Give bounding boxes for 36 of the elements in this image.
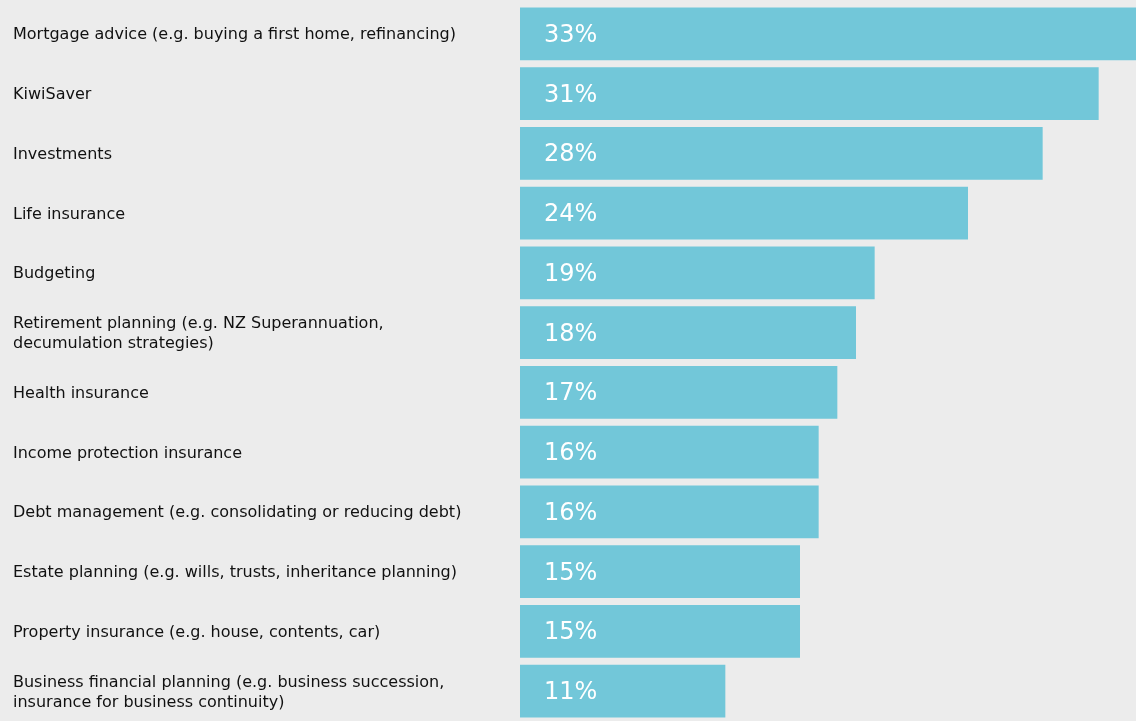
y-tick-label: Investments	[13, 143, 112, 163]
data-label: 33%	[544, 19, 598, 48]
data-label: 19%	[544, 258, 598, 287]
data-label: 16%	[544, 497, 598, 526]
bar	[520, 246, 875, 300]
y-tick-label: Property insurance (e.g. house, contents, car)	[13, 621, 381, 641]
bar	[520, 545, 800, 598]
data-label: 24%	[544, 199, 598, 228]
data-label: 28%	[544, 139, 598, 168]
y-tick-label: Budgeting	[13, 263, 96, 283]
y-tick-label: Business financial planning (e.g. business succession, insurance for business continuity)	[13, 671, 450, 711]
bar	[520, 664, 726, 718]
y-tick-label: Health insurance	[13, 382, 149, 402]
bar	[520, 306, 856, 359]
y-tick-label: Mortgage advice (e.g. buying a first home, refinancing)	[13, 24, 456, 44]
y-tick-label: Income protection insurance	[13, 442, 243, 462]
bar	[520, 67, 1099, 120]
y-tick-label: Life insurance	[13, 203, 126, 223]
data-label: 11%	[544, 677, 598, 706]
y-tick-label: Retirement planning (e.g. NZ Superannuation, decumulation strategies)	[13, 313, 389, 353]
y-tick-label: KiwiSaver	[13, 84, 92, 104]
data-label: 15%	[544, 557, 598, 586]
bar	[520, 485, 819, 539]
bar	[520, 605, 800, 658]
bar	[520, 127, 1043, 180]
bar	[520, 425, 819, 479]
data-label: 31%	[544, 79, 598, 108]
bar	[520, 186, 968, 240]
data-label: 18%	[544, 318, 598, 347]
data-label: 15%	[544, 617, 598, 646]
y-tick-label: Estate planning (e.g. wills, trusts, inheritance planning)	[13, 562, 457, 582]
data-label: 17%	[544, 378, 598, 407]
bar	[520, 366, 838, 419]
y-tick-label: Debt management (e.g. consolidating or reducing debt)	[13, 502, 462, 522]
bar	[520, 7, 1136, 61]
data-label: 16%	[544, 438, 598, 467]
